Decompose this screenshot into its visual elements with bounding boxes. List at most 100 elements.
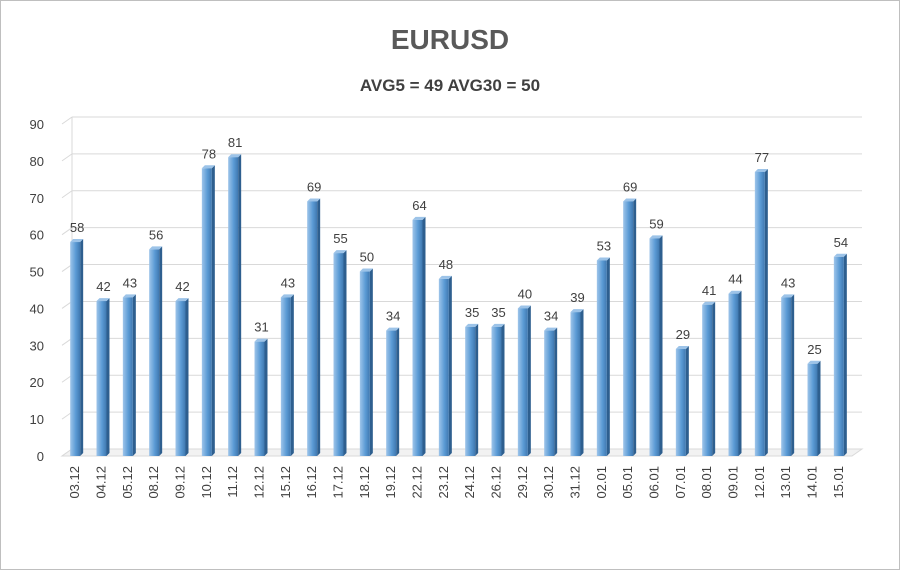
bar-top <box>438 275 452 279</box>
bar-side <box>264 338 268 456</box>
gridline-depth <box>61 227 73 236</box>
data-label: 35 <box>491 305 505 320</box>
bar-side <box>685 346 689 456</box>
bar-front <box>570 312 581 456</box>
bar-top <box>649 235 663 239</box>
bar-top <box>122 294 136 298</box>
gridline-depth <box>61 116 73 125</box>
x-tick-label: 08.01 <box>699 466 714 499</box>
data-label: 78 <box>202 146 216 161</box>
bar-top <box>491 323 505 327</box>
data-label: 54 <box>834 235 848 250</box>
bar-top <box>728 290 742 294</box>
data-label: 44 <box>728 272 742 287</box>
bar-front <box>754 171 765 456</box>
bar-side <box>475 323 479 456</box>
x-tick-label: 10.12 <box>199 466 214 499</box>
bar-side <box>791 294 795 456</box>
bar <box>307 198 321 456</box>
bar-front <box>122 297 133 456</box>
bar-top <box>675 346 689 350</box>
bar <box>122 294 136 456</box>
data-label: 34 <box>544 309 558 324</box>
bar-top <box>833 253 847 257</box>
data-label: 39 <box>570 290 584 305</box>
y-tick-label: 20 <box>30 375 44 390</box>
y-tick-label: 80 <box>30 154 44 169</box>
bar <box>175 298 189 456</box>
data-label: 55 <box>333 231 347 246</box>
bar <box>544 327 558 456</box>
bar <box>386 327 400 456</box>
data-label: 40 <box>518 286 532 301</box>
bar-side <box>738 290 742 456</box>
bar <box>465 323 479 456</box>
bar-front <box>728 293 739 456</box>
bar-front <box>228 157 239 456</box>
x-tick-label: 08.12 <box>146 466 161 499</box>
bar-side <box>80 239 84 456</box>
data-label: 56 <box>149 227 163 242</box>
bar-front <box>833 256 844 456</box>
bar <box>623 198 637 456</box>
data-label: 59 <box>649 216 663 231</box>
bar-top <box>386 327 400 331</box>
x-tick-label: 23.12 <box>436 466 451 499</box>
bar-top <box>96 298 110 302</box>
bar <box>728 290 742 456</box>
bar-front <box>623 201 634 456</box>
x-tick-label: 12.12 <box>252 466 267 499</box>
bar-top <box>175 298 189 302</box>
data-label: 77 <box>755 150 769 165</box>
data-label: 43 <box>123 275 137 290</box>
x-tick-label: 26.12 <box>489 466 504 499</box>
bar <box>491 323 505 456</box>
bar-front <box>149 249 160 456</box>
bar-side <box>317 198 321 456</box>
bar-top <box>228 154 242 158</box>
x-tick-label: 06.01 <box>647 466 662 499</box>
y-tick-label: 10 <box>30 412 44 427</box>
data-label: 34 <box>386 309 400 324</box>
bar-side <box>238 154 242 456</box>
bar <box>596 257 610 456</box>
bar <box>702 301 716 456</box>
bar-front <box>201 168 212 456</box>
bar-top <box>254 338 268 342</box>
bar-side <box>132 294 136 456</box>
bar-top <box>754 168 768 172</box>
y-tick-label: 30 <box>30 338 44 353</box>
bar <box>359 268 373 456</box>
bar-front <box>702 304 713 456</box>
bar-side <box>580 309 584 456</box>
bar <box>201 165 215 456</box>
bar <box>570 309 584 456</box>
data-label: 69 <box>307 179 321 194</box>
bar-top <box>333 250 347 254</box>
bar-front <box>596 260 607 456</box>
bar <box>438 275 452 456</box>
bar-side <box>527 305 531 456</box>
bar-side <box>106 298 110 456</box>
bar-front <box>70 242 81 456</box>
bar-top <box>702 301 716 305</box>
x-tick-label: 16.12 <box>304 466 319 499</box>
bar-side <box>843 253 847 456</box>
bar-top <box>544 327 558 331</box>
bar-front <box>491 326 502 456</box>
bar <box>754 168 768 456</box>
x-tick-label: 09.01 <box>726 466 741 499</box>
bar <box>228 154 242 456</box>
bar-side <box>633 198 637 456</box>
x-tick-label: 12.01 <box>752 466 767 499</box>
bar-side <box>659 235 663 456</box>
bar-top <box>623 198 637 202</box>
x-tick-label: 02.01 <box>594 466 609 499</box>
bar-top <box>307 198 321 202</box>
data-label: 42 <box>96 279 110 294</box>
bar <box>833 253 847 456</box>
x-tick-label: 15.01 <box>831 466 846 499</box>
y-tick-label: 40 <box>30 301 44 316</box>
bar-front <box>280 297 291 456</box>
x-tick-label: 04.12 <box>94 466 109 499</box>
